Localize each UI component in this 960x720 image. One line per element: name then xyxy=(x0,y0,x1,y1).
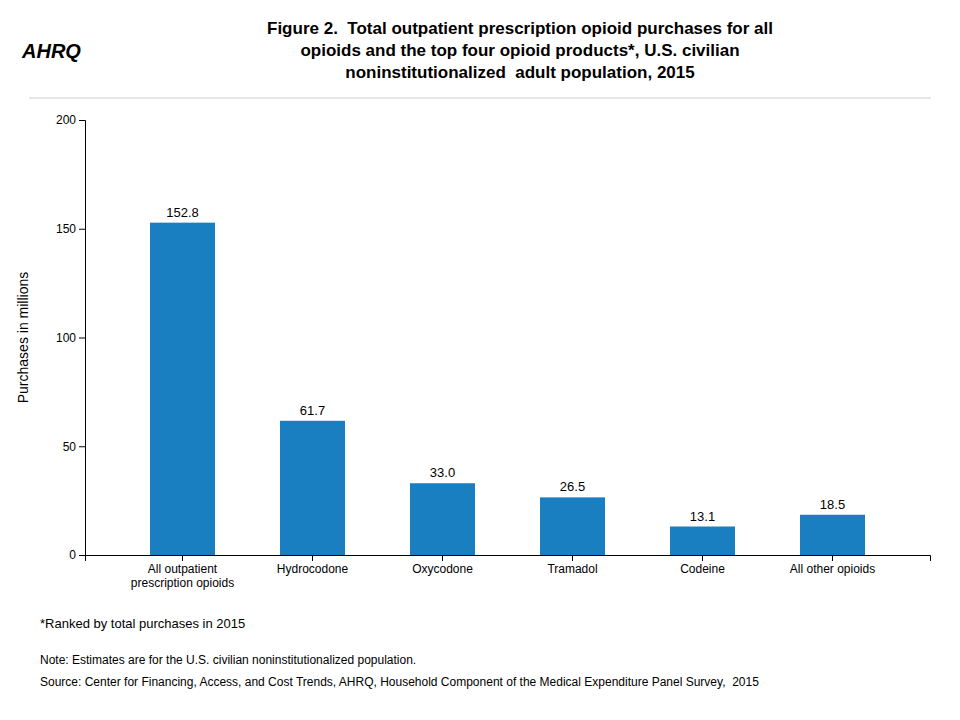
bar xyxy=(150,223,215,555)
footnote: *Ranked by total purchases in 2015 xyxy=(40,616,245,631)
y-tick-mark xyxy=(79,338,85,339)
x-tick-label-line: Tramadol xyxy=(547,562,597,576)
y-tick: 200 xyxy=(56,113,85,127)
data-label: 33.0 xyxy=(430,465,455,480)
x-tick-label: Oxycodone xyxy=(412,562,473,576)
y-axis-title: Purchases in millions xyxy=(15,272,31,404)
title-line: Figure 2. Total outpatient prescription … xyxy=(267,19,773,38)
data-label: 26.5 xyxy=(560,479,585,494)
y-tick: 100 xyxy=(56,331,85,345)
x-tick: All other opioids xyxy=(790,555,875,576)
y-tick: 150 xyxy=(56,222,85,236)
data-label: 61.7 xyxy=(300,403,325,418)
y-axis: 0 50 100 150 200 xyxy=(56,113,86,562)
bars xyxy=(150,223,865,555)
x-tick-mark xyxy=(312,555,313,561)
x-tick-mark xyxy=(572,555,573,561)
x-tick-label-line: Codeine xyxy=(680,562,725,576)
x-axis: All outpatientprescription opioids Hydroc… xyxy=(86,555,931,590)
x-tick: All outpatientprescription opioids xyxy=(131,555,234,590)
y-tick-mark xyxy=(79,229,85,230)
header-separator xyxy=(29,98,931,99)
x-tick: Tramadol xyxy=(547,555,597,576)
x-tick-mark xyxy=(442,555,443,561)
x-tick-mark xyxy=(182,555,183,561)
x-tick-label-line: Oxycodone xyxy=(412,562,473,576)
x-tick-label: All outpatientprescription opioids xyxy=(131,562,234,590)
title-line: opioids and the top four opioid products… xyxy=(300,41,739,60)
data-label: 13.1 xyxy=(690,509,715,524)
bar xyxy=(280,421,345,555)
chart-svg: Figure 2. Total outpatient prescription … xyxy=(0,0,960,720)
x-tick-label: Codeine xyxy=(680,562,725,576)
y-tick-mark xyxy=(79,120,85,121)
y-axis-line xyxy=(79,121,86,556)
x-tick-label-line: All other opioids xyxy=(790,562,875,576)
x-tick-label: All other opioids xyxy=(790,562,875,576)
y-tick: 50 xyxy=(63,440,85,454)
y-tick-label: 0 xyxy=(69,548,76,562)
y-tick-label: 150 xyxy=(56,222,76,236)
x-tick-label-line: Hydrocodone xyxy=(277,562,349,576)
y-tick-label: 200 xyxy=(56,113,76,127)
bar xyxy=(800,515,865,555)
y-tick-label: 50 xyxy=(63,440,77,454)
x-tick-label-line: prescription opioids xyxy=(131,576,234,590)
x-tick-label-line: All outpatient xyxy=(148,562,218,576)
title-line: noninstitutionalized adult population, 2… xyxy=(345,63,694,82)
data-label: 18.5 xyxy=(820,497,845,512)
y-tick: 0 xyxy=(69,548,85,562)
x-tick-label: Tramadol xyxy=(547,562,597,576)
y-tick-mark xyxy=(79,446,85,447)
data-labels: 152.8 61.7 33.0 26.5 13.1 18.5 xyxy=(166,205,845,524)
chart-title: Figure 2. Total outpatient prescription … xyxy=(267,19,773,82)
x-tick: Hydrocodone xyxy=(277,555,349,576)
x-tick: Codeine xyxy=(680,555,725,576)
x-axis-line xyxy=(86,556,931,562)
x-tick-label: Hydrocodone xyxy=(277,562,349,576)
logo-text: AHRQ xyxy=(21,40,81,62)
plot-area: 0 50 100 150 200 All outpatientprescription o… xyxy=(56,113,931,590)
bar xyxy=(540,497,605,555)
bar xyxy=(670,527,735,555)
footnote: Note: Estimates are for the U.S. civilia… xyxy=(40,653,416,667)
y-tick-mark xyxy=(79,555,85,556)
x-tick-mark xyxy=(832,555,833,561)
footnote: Source: Center for Financing, Access, an… xyxy=(40,675,759,689)
y-tick-label: 100 xyxy=(56,331,76,345)
x-tick-mark xyxy=(702,555,703,561)
x-tick: Oxycodone xyxy=(412,555,473,576)
bar xyxy=(410,483,475,555)
data-label: 152.8 xyxy=(166,205,199,220)
